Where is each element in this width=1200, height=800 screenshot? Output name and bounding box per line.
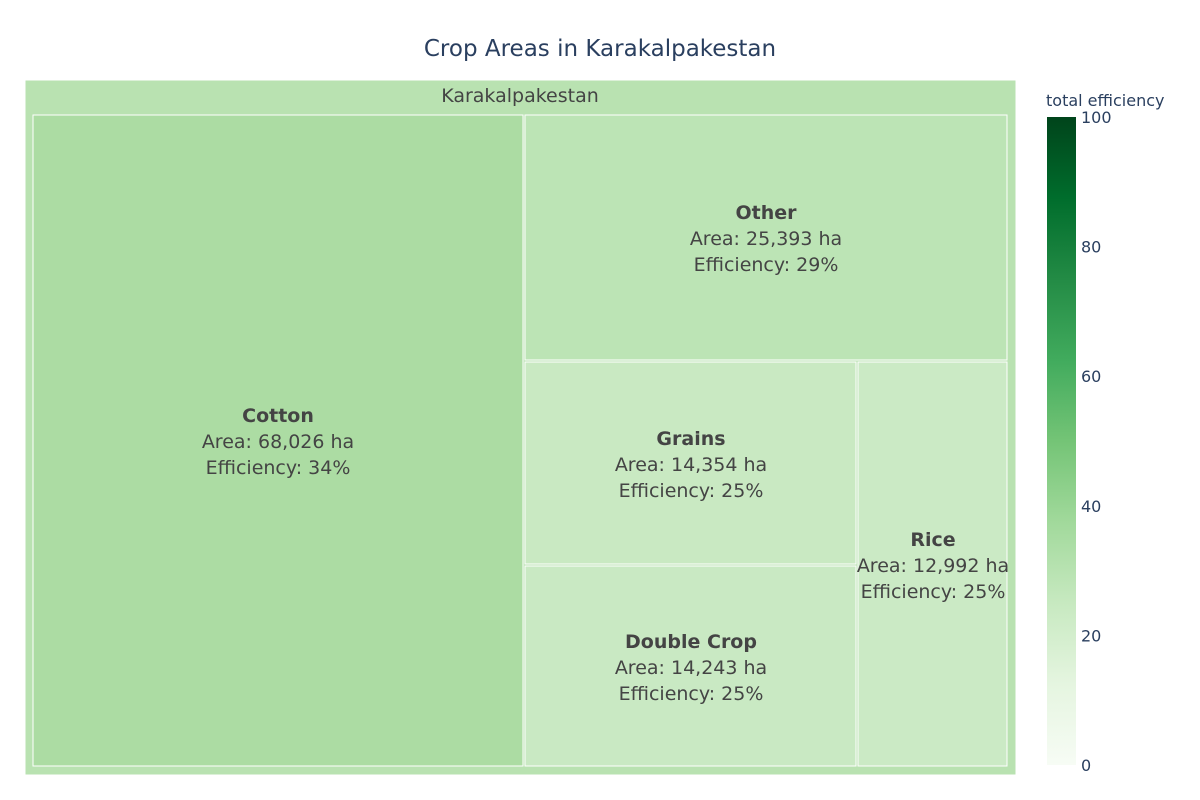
treemap-tile-grains-efficiency: Efficiency: 25%: [619, 480, 764, 502]
treemap-tile-rice-label: Rice: [910, 529, 955, 551]
treemap-tile-cotton[interactable]: [32, 114, 524, 767]
colorbar-gradient: [1047, 117, 1076, 765]
treemap-tile-rice-efficiency: Efficiency: 25%: [861, 581, 1006, 603]
treemap-tile-double-crop[interactable]: [524, 565, 857, 767]
treemap-tile-cotton-efficiency: Efficiency: 34%: [206, 457, 351, 479]
colorbar-tick-20: 20: [1081, 626, 1101, 645]
treemap-tile-double-crop-efficiency: Efficiency: 25%: [619, 683, 764, 705]
colorbar-tick-40: 40: [1081, 497, 1101, 516]
colorbar-tick-0: 0: [1081, 756, 1091, 775]
colorbar-title: total efficiency: [1046, 91, 1164, 110]
chart-title: Crop Areas in Karakalpakestan: [424, 36, 776, 62]
treemap-root-label: Karakalpakestan: [441, 85, 599, 107]
treemap-tile-other-efficiency: Efficiency: 29%: [694, 254, 839, 276]
treemap-tile-cotton-label: Cotton: [242, 405, 314, 427]
treemap-tile-grains[interactable]: [524, 361, 857, 565]
treemap-tile-grains-label: Grains: [656, 428, 725, 450]
treemap-tile-double-crop-area: Area: 14,243 ha: [615, 657, 767, 679]
treemap-tile-rice-area: Area: 12,992 ha: [857, 555, 1009, 577]
colorbar: total efficiency 0 20 40 60 80 100: [1046, 91, 1164, 775]
colorbar-tick-80: 80: [1081, 238, 1101, 257]
treemap-leaves: Cotton Area: 68,026 ha Efficiency: 34% Othe…: [32, 114, 1009, 767]
treemap-tile-grains-area: Area: 14,354 ha: [615, 454, 767, 476]
treemap-tile-double-crop-label: Double Crop: [625, 631, 757, 653]
treemap-tile-cotton-area: Area: 68,026 ha: [202, 431, 354, 453]
colorbar-tick-100: 100: [1081, 108, 1112, 127]
colorbar-tick-60: 60: [1081, 367, 1101, 386]
treemap-tile-other-label: Other: [735, 202, 797, 224]
treemap-tile-other[interactable]: [524, 114, 1008, 361]
treemap-tile-other-area: Area: 25,393 ha: [690, 228, 842, 250]
treemap-tile-rice[interactable]: [857, 361, 1008, 767]
